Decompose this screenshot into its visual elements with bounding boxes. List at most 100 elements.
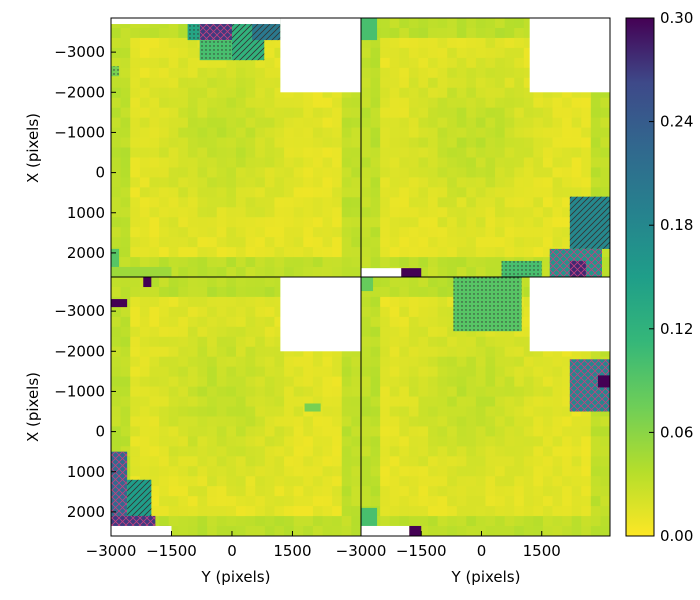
heatmap-cell — [437, 426, 448, 437]
heatmap-cell — [197, 267, 208, 278]
heatmap-cell — [226, 87, 237, 99]
heatmap-cell — [552, 406, 563, 417]
heatmap-cell — [590, 157, 601, 168]
heatmap-cell — [255, 107, 266, 119]
heatmap-cell — [437, 526, 448, 537]
heatmap-cell — [428, 127, 439, 138]
heatmap-cell — [466, 77, 477, 89]
heatmap-cell — [178, 137, 189, 148]
heatmap-cell — [207, 396, 218, 407]
heatmap-cell — [284, 386, 295, 397]
heatmap-cell — [216, 257, 227, 268]
heatmap-cell — [187, 456, 198, 467]
heatmap-cell — [571, 346, 582, 358]
heatmap-cell — [322, 97, 333, 109]
heatmap-cell — [475, 336, 486, 348]
heatmap-cell — [168, 107, 179, 119]
heatmap-cell — [187, 277, 198, 288]
heatmap-cell — [456, 257, 467, 268]
heatmap-cell — [542, 446, 553, 457]
colorbar: 0.000.060.120.180.240.30 — [625, 9, 693, 545]
heatmap-cell — [418, 67, 429, 79]
heatmap-cell — [408, 157, 419, 168]
heatmap-cell — [111, 137, 122, 148]
heatmap-cell — [542, 486, 553, 497]
heatmap-cell — [475, 426, 486, 437]
heatmap-cell — [447, 127, 458, 138]
heatmap-cell — [255, 247, 266, 258]
heatmap-cell — [428, 516, 439, 527]
heatmap-cell — [380, 436, 391, 447]
heatmap-cell — [187, 187, 198, 198]
heatmap-cell — [485, 177, 496, 188]
heatmap-cell — [562, 197, 573, 208]
heatmap-cell — [168, 456, 179, 467]
significance-hatch — [569, 196, 610, 249]
heatmap-cell — [322, 207, 333, 218]
heatmap-cell — [475, 456, 486, 467]
heatmap-cell — [428, 466, 439, 477]
heatmap-cell — [274, 207, 285, 218]
heatmap-cell — [303, 486, 314, 497]
heatmap-cell — [552, 436, 563, 447]
heatmap-cell — [389, 27, 400, 39]
x-axis-label-left: Y (pixels) — [201, 568, 271, 586]
heatmap-cell — [168, 277, 179, 288]
heatmap-cell — [187, 57, 198, 69]
heatmap-cell — [466, 416, 477, 427]
heatmap-cell — [361, 107, 371, 119]
heatmap-cell — [255, 406, 266, 417]
heatmap-cell — [130, 386, 141, 397]
heatmap-cell — [312, 476, 323, 487]
heatmap-cell — [149, 506, 160, 517]
heatmap-cell — [178, 167, 189, 178]
heatmap-cell — [341, 247, 352, 258]
heatmap-cell — [255, 286, 266, 298]
heatmap-cell — [159, 207, 170, 218]
heatmap-cell — [197, 107, 208, 119]
heatmap-cell — [351, 516, 362, 527]
significance-hatch — [569, 260, 586, 277]
heatmap-cell — [475, 18, 486, 29]
heatmap-cell — [139, 326, 150, 338]
heatmap-cell — [130, 147, 141, 158]
heatmap-cell — [475, 376, 486, 387]
heatmap-cell — [380, 18, 391, 29]
heatmap-cell — [226, 147, 237, 158]
heatmap-cell — [456, 326, 467, 338]
heatmap-cell — [332, 177, 343, 188]
heatmap-cell — [264, 77, 275, 89]
heatmap-cell — [389, 127, 400, 138]
heatmap-cell — [207, 436, 218, 447]
heatmap-cell — [130, 366, 141, 378]
heatmap-cell — [542, 257, 553, 268]
heatmap-cell — [466, 57, 477, 69]
heatmap-cell — [120, 177, 131, 188]
heatmap-cell — [447, 346, 458, 358]
heatmap-cell — [130, 316, 141, 328]
heatmap-cell — [542, 237, 553, 248]
heatmap-cell — [437, 286, 448, 298]
heatmap-cell — [332, 217, 343, 228]
heatmap-cell — [303, 526, 314, 537]
heatmap-cell — [428, 87, 439, 99]
heatmap-cell — [466, 107, 477, 119]
heatmap-cell — [456, 526, 467, 537]
heatmap-cell — [447, 446, 458, 457]
heatmap-cell — [284, 476, 295, 487]
heatmap-cell — [418, 47, 429, 59]
heatmap-cell — [351, 476, 362, 487]
heatmap-cell — [437, 326, 448, 338]
heatmap-cell — [418, 117, 429, 128]
heatmap-cell — [495, 376, 506, 387]
heatmap-cell — [456, 207, 467, 218]
heatmap-cell — [207, 336, 218, 348]
heatmap-cell — [456, 446, 467, 457]
heatmap-cell — [514, 496, 525, 507]
heatmap-cell — [187, 306, 198, 318]
x-axis-label-right: Y (pixels) — [451, 568, 521, 586]
heatmap-cell — [332, 207, 343, 218]
heatmap-cell — [389, 436, 400, 447]
heatmap-cell — [341, 416, 352, 427]
heatmap-cell — [523, 87, 534, 99]
